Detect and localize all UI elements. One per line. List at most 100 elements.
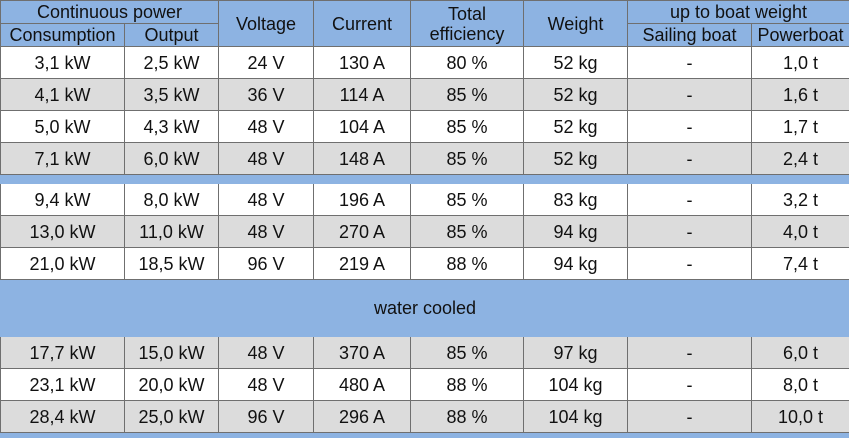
voltage-cell: 36 V [219, 79, 314, 111]
output-cell: 25,0 kW [125, 401, 219, 433]
efficiency-cell: 85 % [411, 184, 524, 216]
weight-cell: 104 kg [524, 401, 628, 433]
sailing-boat-header: Sailing boat [628, 24, 752, 47]
consumption-cell: 3,1 kW [1, 47, 125, 79]
efficiency-cell: 85 % [411, 79, 524, 111]
consumption-cell: 13,0 kW [1, 216, 125, 248]
voltage-cell: 48 V [219, 337, 314, 369]
total-efficiency-line1: Total [448, 4, 486, 24]
powerboat-cell: 1,0 t [752, 47, 849, 79]
output-cell: 20,0 kW [125, 369, 219, 401]
powerboat-cell: 10,0 t [752, 401, 849, 433]
output-cell: 11,0 kW [125, 216, 219, 248]
sailing-boat-cell: - [628, 369, 752, 401]
current-cell: 114 A [314, 79, 411, 111]
header-row-1: Continuous power Voltage Current Total e… [1, 1, 849, 24]
powerboat-header: Powerboat [752, 24, 849, 47]
output-cell: 2,5 kW [125, 47, 219, 79]
current-header: Current [314, 1, 411, 47]
voltage-cell: 48 V [219, 143, 314, 175]
total-efficiency-header: Total efficiency [411, 1, 524, 47]
output-cell: 6,0 kW [125, 143, 219, 175]
water-cooled-label: water cooled [1, 280, 849, 337]
powerboat-cell: 8,0 t [752, 369, 849, 401]
output-header: Output [125, 24, 219, 47]
weight-cell: 104 kg [524, 369, 628, 401]
consumption-cell: 28,4 kW [1, 401, 125, 433]
powerboat-cell: 2,4 t [752, 143, 849, 175]
consumption-header: Consumption [1, 24, 125, 47]
output-cell: 18,5 kW [125, 248, 219, 280]
efficiency-cell: 85 % [411, 216, 524, 248]
weight-cell: 52 kg [524, 47, 628, 79]
bottom-bar-cell [1, 433, 849, 438]
weight-cell: 52 kg [524, 79, 628, 111]
consumption-cell: 4,1 kW [1, 79, 125, 111]
boat-weight-header: up to boat weight [628, 1, 849, 24]
current-cell: 219 A [314, 248, 411, 280]
powerboat-cell: 1,6 t [752, 79, 849, 111]
sailing-boat-cell: - [628, 216, 752, 248]
sailing-boat-cell: - [628, 47, 752, 79]
output-cell: 8,0 kW [125, 184, 219, 216]
section-band: water cooled [1, 280, 849, 337]
sailing-boat-cell: - [628, 111, 752, 143]
output-cell: 3,5 kW [125, 79, 219, 111]
weight-header: Weight [524, 1, 628, 47]
efficiency-cell: 85 % [411, 337, 524, 369]
voltage-cell: 48 V [219, 111, 314, 143]
current-cell: 370 A [314, 337, 411, 369]
efficiency-cell: 80 % [411, 47, 524, 79]
consumption-cell: 5,0 kW [1, 111, 125, 143]
efficiency-cell: 85 % [411, 111, 524, 143]
weight-cell: 94 kg [524, 248, 628, 280]
consumption-cell: 23,1 kW [1, 369, 125, 401]
weight-cell: 94 kg [524, 216, 628, 248]
voltage-cell: 48 V [219, 369, 314, 401]
sailing-boat-cell: - [628, 184, 752, 216]
sailing-boat-cell: - [628, 401, 752, 433]
voltage-cell: 96 V [219, 401, 314, 433]
current-cell: 148 A [314, 143, 411, 175]
powerboat-cell: 1,7 t [752, 111, 849, 143]
sailing-boat-cell: - [628, 337, 752, 369]
powerboat-cell: 6,0 t [752, 337, 849, 369]
efficiency-cell: 88 % [411, 369, 524, 401]
output-cell: 4,3 kW [125, 111, 219, 143]
current-cell: 130 A [314, 47, 411, 79]
sailing-boat-cell: - [628, 248, 752, 280]
continuous-power-header: Continuous power [1, 1, 219, 24]
powerboat-cell: 4,0 t [752, 216, 849, 248]
current-cell: 196 A [314, 184, 411, 216]
voltage-cell: 48 V [219, 216, 314, 248]
voltage-cell: 96 V [219, 248, 314, 280]
powerboat-cell: 3,2 t [752, 184, 849, 216]
current-cell: 296 A [314, 401, 411, 433]
group-separator-bar [1, 175, 849, 184]
consumption-cell: 21,0 kW [1, 248, 125, 280]
total-efficiency-line2: efficiency [430, 24, 505, 44]
consumption-cell: 7,1 kW [1, 143, 125, 175]
powerboat-cell: 7,4 t [752, 248, 849, 280]
efficiency-cell: 88 % [411, 248, 524, 280]
voltage-cell: 48 V [219, 184, 314, 216]
consumption-cell: 17,7 kW [1, 337, 125, 369]
consumption-cell: 9,4 kW [1, 184, 125, 216]
weight-cell: 83 kg [524, 184, 628, 216]
voltage-cell: 24 V [219, 47, 314, 79]
weight-cell: 52 kg [524, 111, 628, 143]
current-cell: 104 A [314, 111, 411, 143]
sailing-boat-cell: - [628, 79, 752, 111]
weight-cell: 52 kg [524, 143, 628, 175]
bottom-bar [1, 433, 849, 438]
weight-cell: 97 kg [524, 337, 628, 369]
